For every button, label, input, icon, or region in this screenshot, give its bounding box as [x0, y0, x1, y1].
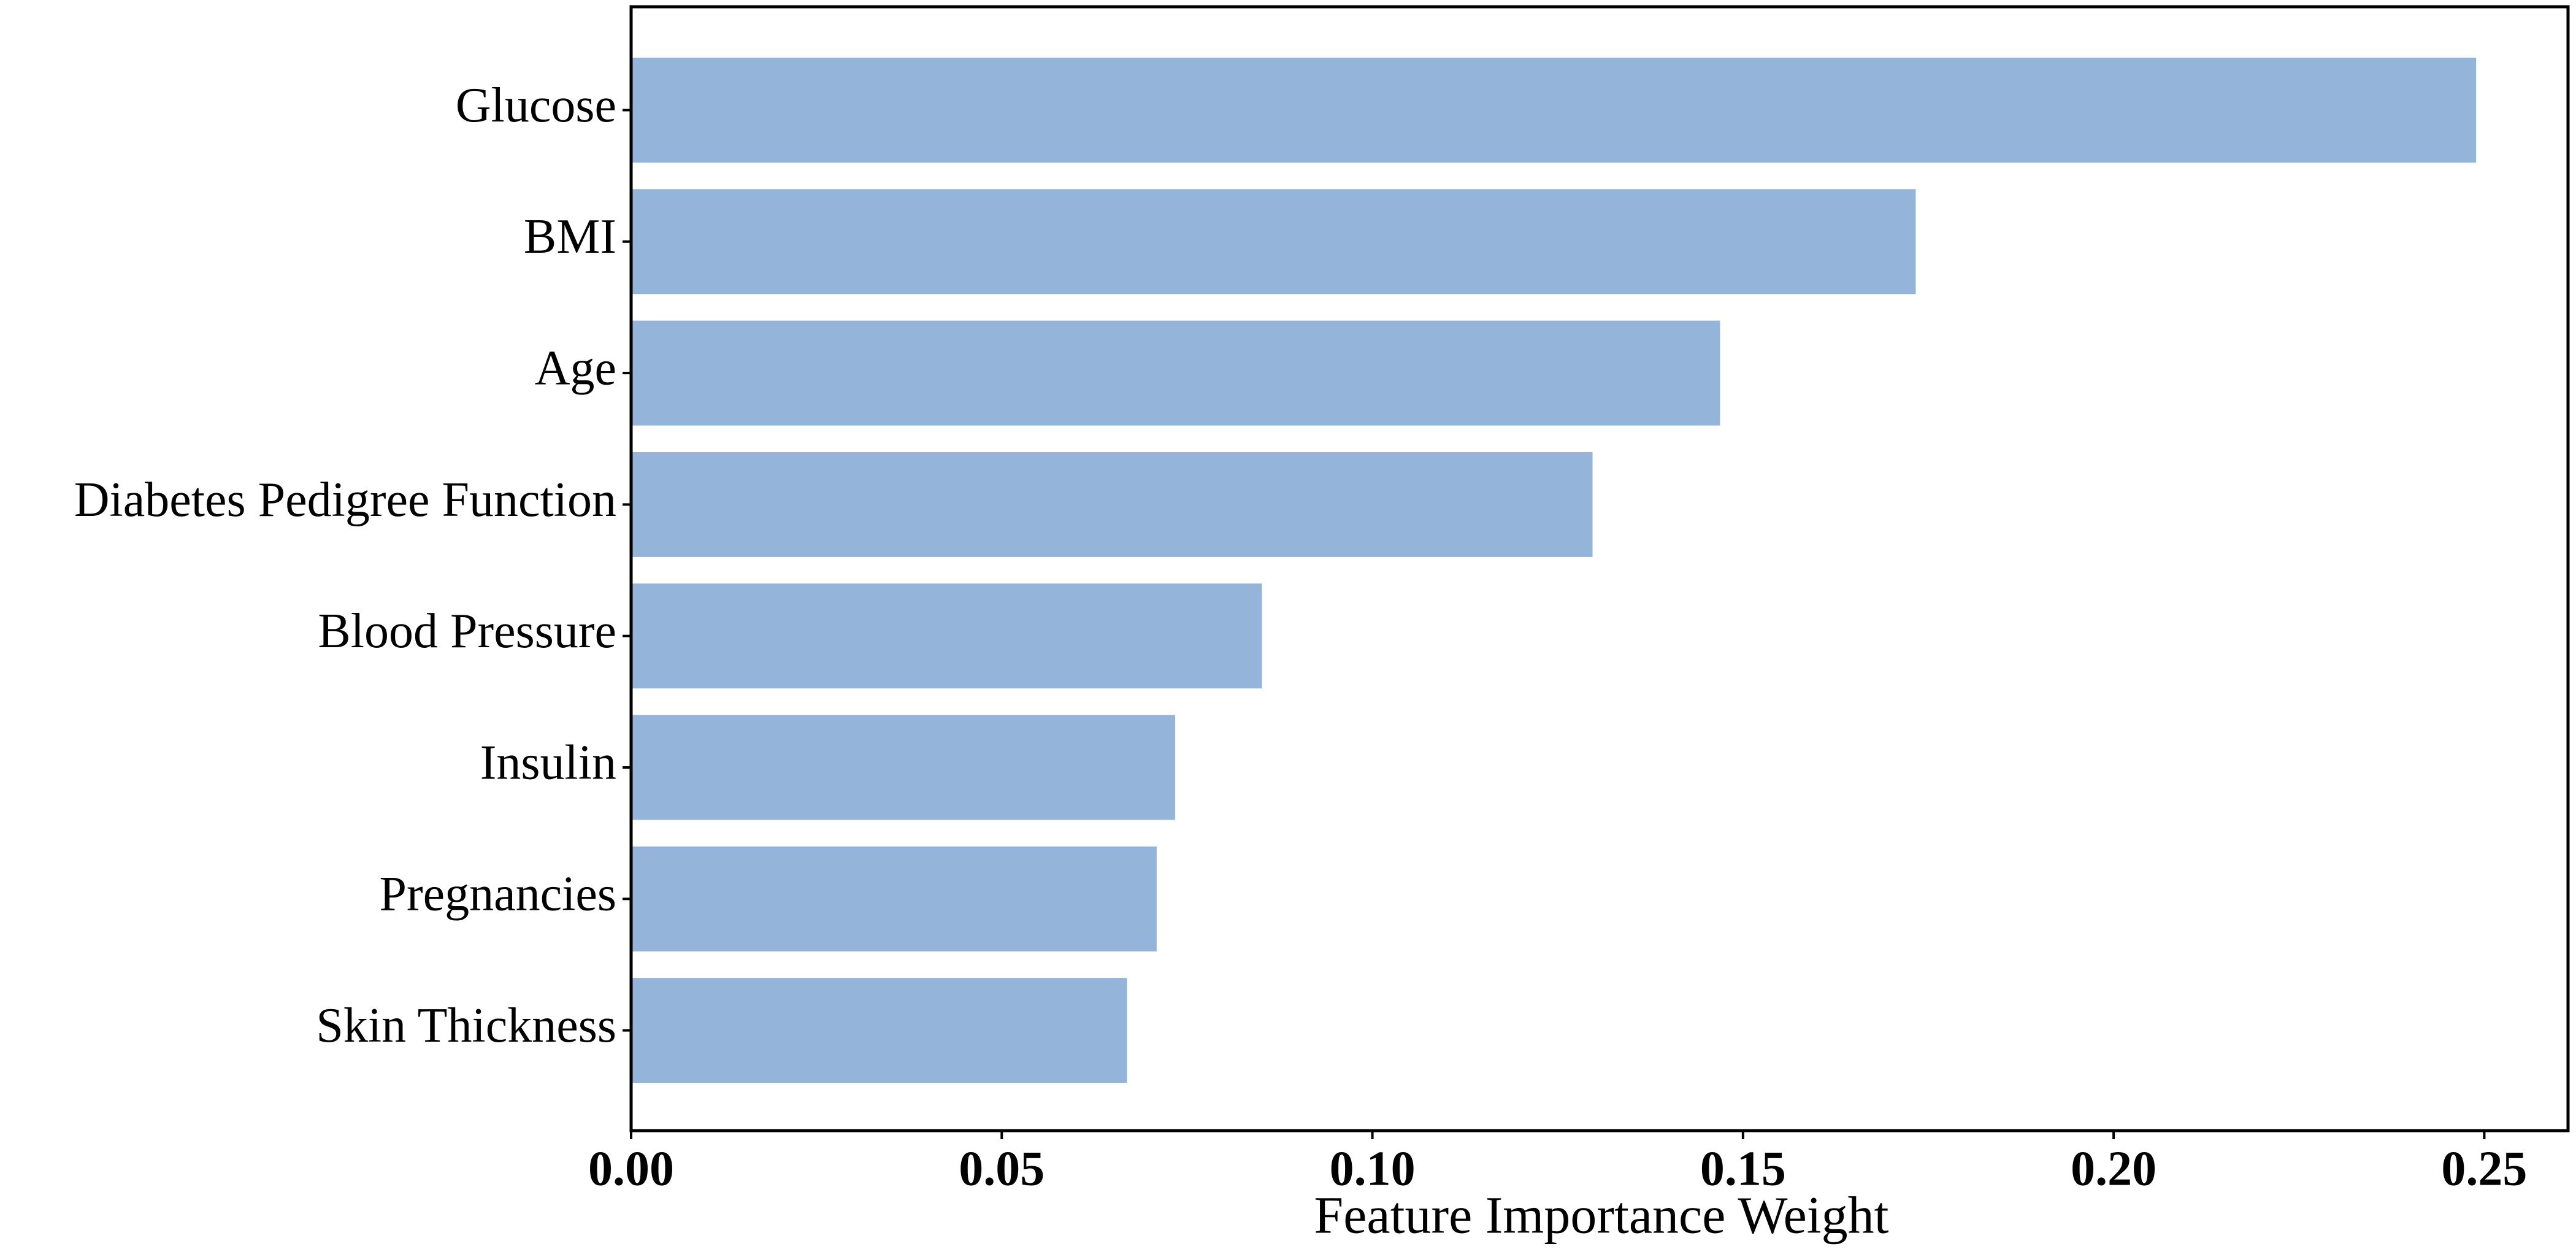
bar: [631, 846, 1157, 951]
bar: [631, 715, 1176, 820]
bar: [631, 320, 1720, 426]
y-tick-label: BMI: [524, 210, 616, 264]
x-tick-label: 0.15: [1700, 1142, 1786, 1196]
y-tick-label: Glucose: [456, 79, 616, 133]
y-tick-label: Skin Thickness: [316, 999, 616, 1053]
x-tick-label: 0.25: [2441, 1142, 2527, 1196]
bar: [631, 189, 1916, 294]
bar: [631, 452, 1593, 557]
y-tick-label: Blood Pressure: [318, 604, 616, 658]
y-tick-label: Pregnancies: [379, 867, 616, 921]
x-tick-label: 0.05: [959, 1142, 1045, 1196]
x-tick-label: 0.20: [2071, 1142, 2156, 1196]
y-tick-label: Age: [535, 341, 616, 395]
x-axis-label: Feature Importance Weight: [1314, 1186, 1888, 1245]
plot-frame: [629, 5, 2570, 1132]
y-tick-label: Insulin: [480, 736, 616, 790]
bar: [631, 583, 1262, 689]
bar: [631, 978, 1127, 1083]
y-tick-label: Diabetes Pedigree Function: [74, 473, 616, 527]
x-tick-label: 0.00: [588, 1142, 674, 1196]
x-tick-label: 0.10: [1330, 1142, 1416, 1196]
bar: [631, 58, 2477, 163]
